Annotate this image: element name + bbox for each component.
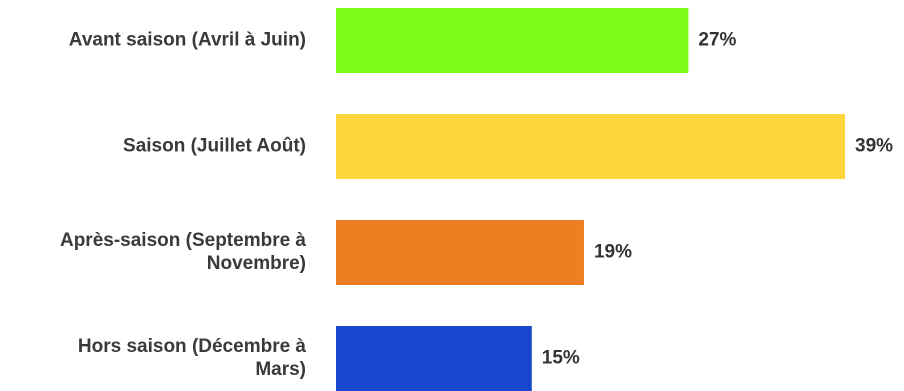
category-label-1-line-0: Saison (Juillet Août)	[123, 136, 306, 157]
category-label-3-line-1: Mars)	[255, 359, 306, 380]
category-label-3: Hors saison (Décembre à Mars)	[78, 336, 307, 380]
value-label-1: 39%	[855, 136, 893, 157]
category-label-0: Avant saison (Avril à Juin)	[69, 30, 306, 51]
category-label-2: Après-saison (Septembre à Novembre)	[60, 230, 306, 274]
value-label-0: 27%	[698, 30, 736, 51]
value-label-3: 15%	[542, 348, 580, 369]
bar-3	[336, 326, 532, 391]
category-label-1: Saison (Juillet Août)	[123, 136, 306, 157]
bar-2	[336, 220, 584, 285]
category-label-2-line-1: Novembre)	[207, 253, 306, 274]
category-label-3-line-0: Hors saison (Décembre à	[78, 336, 307, 357]
bar-1	[336, 114, 845, 179]
category-label-0-line-0: Avant saison (Avril à Juin)	[69, 30, 306, 51]
value-label-2: 19%	[594, 242, 632, 263]
bar-0	[336, 8, 689, 73]
category-label-2-line-0: Après-saison (Septembre à	[60, 230, 306, 251]
